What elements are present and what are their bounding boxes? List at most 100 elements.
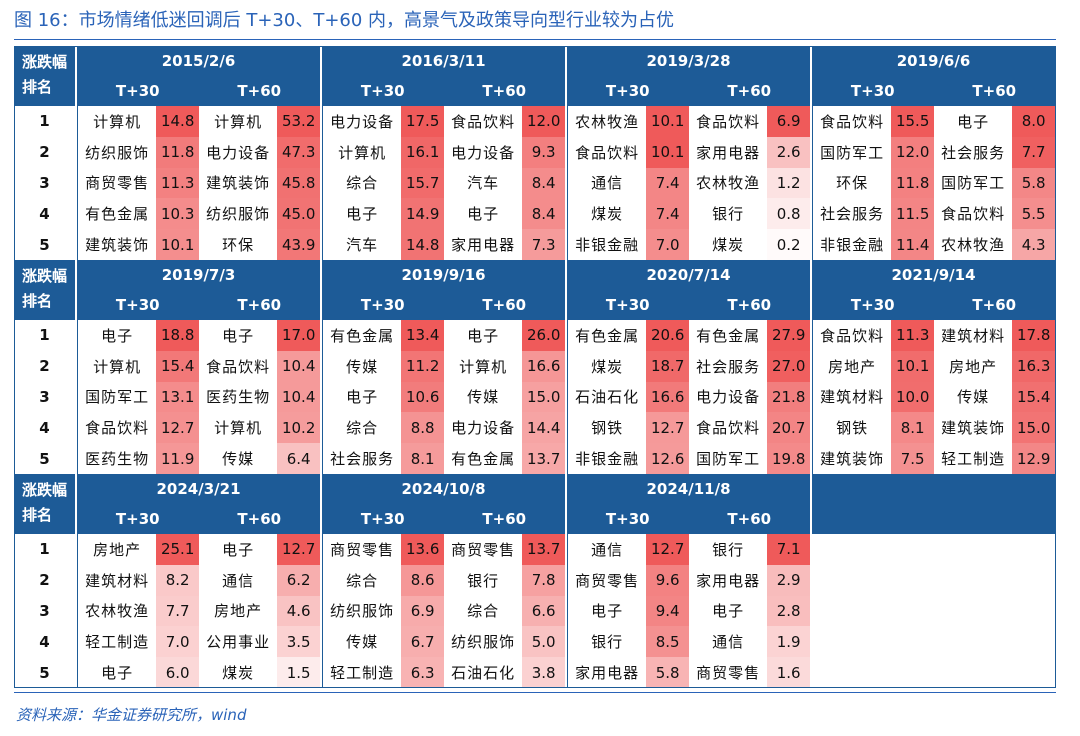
heat-cell: 11.3 — [891, 320, 934, 351]
industry-name: 商贸零售 — [451, 540, 516, 559]
block-body: 商贸零售 13.6 商贸零售 13.7 综合 8.6 银行 7.8 纺织服饰 6.9 综合 6.6 传媒… — [322, 534, 565, 688]
heat-cell: 10.1 — [646, 136, 689, 168]
block-date: 2021/9/14 — [812, 260, 1055, 290]
heat-cell: 20.7 — [767, 412, 810, 444]
block-body: 房地产 25.1 电子 12.7 建筑材料 8.2 通信 6.2 农林牧渔 7.7 房地产 4.6 轻工… — [77, 534, 320, 688]
date-block: 2019/7/3 T+30 T+60 电子 18.8 电子 17.0 计算机 15.4 食品饮料 1… — [75, 260, 320, 474]
heat-cell: 20.6 — [646, 320, 689, 351]
industry-name: 银行 — [467, 571, 500, 590]
table-row: 银行 8.5 通信 1.9 — [568, 626, 810, 658]
table-row: 商贸零售 13.6 商贸零售 13.7 — [323, 534, 565, 565]
rank-column: 涨跌幅 排名 1 2 3 4 5 — [14, 474, 75, 688]
date-block: 2016/3/11 T+30 T+60 电力设备 17.5 食品饮料 12.0 计算机 16.1… — [320, 46, 565, 260]
table-row: 建筑材料 10.0 传媒 15.4 — [813, 381, 1055, 413]
period-header: T+30 T+60 — [77, 504, 320, 534]
rank-number: 4 — [39, 204, 50, 223]
heat-cell: 5.0 — [522, 626, 565, 658]
heat-cell: 3.5 — [277, 626, 320, 658]
heat-cell: 16.6 — [522, 350, 565, 382]
heat-cell: 1.2 — [767, 167, 810, 199]
heat-cell: 3.8 — [522, 657, 565, 688]
industry-name: 银行 — [712, 205, 745, 224]
t60-header: T+60 — [482, 510, 527, 528]
heat-cell: 10.6 — [401, 381, 444, 413]
table-row: 电子 18.8 电子 17.0 — [78, 320, 320, 351]
industry-name: 社会服务 — [696, 357, 761, 376]
rank-header: 排名 — [14, 290, 75, 320]
rise-fall-header: 涨跌幅 — [14, 474, 75, 504]
table-row: 纺织服饰 11.8 电力设备 47.3 — [78, 136, 320, 168]
t60-header: T+60 — [727, 296, 772, 314]
table-row: 非银金融 7.0 煤炭 0.2 — [568, 229, 810, 260]
industry-name: 纺织服饰 — [451, 633, 516, 652]
empty-header-1 — [812, 474, 1055, 534]
heat-cell: 27.9 — [767, 320, 810, 351]
industry-name: 家用电器 — [696, 143, 761, 162]
industry-name: 钢铁 — [836, 419, 869, 438]
industry-name: 电子 — [222, 326, 255, 345]
heat-cell: 8.8 — [401, 412, 444, 444]
table-row: 电子 14.9 电子 8.4 — [323, 198, 565, 230]
industry-name: 环保 — [222, 236, 255, 255]
t60-header: T+60 — [482, 296, 527, 314]
heat-cell: 11.8 — [891, 167, 934, 199]
table-row: 电子 9.4 电子 2.8 — [568, 595, 810, 627]
block-body: 有色金属 13.4 电子 26.0 传媒 11.2 计算机 16.6 电子 10.6 传媒 15.0 综… — [322, 320, 565, 474]
industry-name: 食品饮料 — [575, 143, 640, 162]
block-body: 电力设备 17.5 食品饮料 12.0 计算机 16.1 电力设备 9.3 综合 15.7 汽车 8.… — [322, 106, 565, 260]
industry-name: 有色金属 — [451, 450, 516, 469]
industry-name: 银行 — [712, 540, 745, 559]
table-row: 煤炭 18.7 社会服务 27.0 — [568, 350, 810, 382]
heat-cell: 7.7 — [156, 595, 199, 627]
industry-name: 汽车 — [346, 236, 379, 255]
industry-name: 煤炭 — [591, 357, 624, 376]
table-row: 轻工制造 6.3 石油石化 3.8 — [323, 657, 565, 688]
industry-name: 电子 — [591, 602, 624, 621]
heat-cell: 2.6 — [767, 136, 810, 168]
heat-cell: 14.4 — [522, 412, 565, 444]
industry-name: 钢铁 — [591, 419, 624, 438]
heat-cell: 8.1 — [891, 412, 934, 444]
industry-name: 食品饮料 — [941, 205, 1006, 224]
table-row: 房地产 10.1 房地产 16.3 — [813, 350, 1055, 382]
industry-name: 国防军工 — [696, 450, 761, 469]
heat-cell: 2.8 — [767, 595, 810, 627]
table-row: 有色金属 20.6 有色金属 27.9 — [568, 320, 810, 351]
industry-name: 传媒 — [346, 633, 379, 652]
heat-cell: 6.7 — [401, 626, 444, 658]
bottom-rule — [14, 692, 1056, 693]
heat-cell: 45.0 — [277, 198, 320, 230]
industry-name: 电子 — [222, 540, 255, 559]
heat-cell: 4.6 — [277, 595, 320, 627]
heat-cell: 8.4 — [522, 198, 565, 230]
rank-number: 4 — [39, 632, 50, 651]
heat-cell: 14.8 — [156, 106, 199, 137]
t30-header: T+30 — [605, 296, 650, 314]
table-row: 家用电器 5.8 商贸零售 1.6 — [568, 657, 810, 688]
t60-header: T+60 — [727, 510, 772, 528]
heat-cell: 8.5 — [646, 626, 689, 658]
heat-cell: 15.0 — [522, 381, 565, 413]
heat-cell: 13.1 — [156, 381, 199, 413]
industry-name: 食品饮料 — [696, 112, 761, 131]
rank-number: 3 — [39, 173, 50, 192]
table-row: 非银金融 12.6 国防军工 19.8 — [568, 443, 810, 474]
heat-cell: 10.3 — [156, 198, 199, 230]
rank-body: 1 2 3 4 5 — [14, 320, 75, 474]
table-row: 国防军工 13.1 医药生物 10.4 — [78, 381, 320, 413]
table-row: 电力设备 17.5 食品饮料 12.0 — [323, 106, 565, 137]
heat-cell: 12.6 — [646, 443, 689, 474]
heat-cell: 13.6 — [401, 534, 444, 565]
heat-cell: 12.7 — [646, 534, 689, 565]
block-body: 计算机 14.8 计算机 53.2 纺织服饰 11.8 电力设备 47.3 商贸零售 11.3 建筑… — [77, 106, 320, 260]
rank-header: 排名 — [14, 76, 75, 106]
industry-name: 建筑材料 — [941, 326, 1006, 345]
table-row: 计算机 16.1 电力设备 9.3 — [323, 136, 565, 168]
heat-cell: 15.0 — [1012, 412, 1055, 444]
date-block: 2019/3/28 T+30 T+60 农林牧渔 10.1 食品饮料 6.9 食品饮料 10.1… — [565, 46, 810, 260]
industry-name: 医药生物 — [85, 450, 150, 469]
table-row: 传媒 6.7 纺织服饰 5.0 — [323, 626, 565, 658]
heat-cell: 8.6 — [401, 564, 444, 596]
date-block: 2021/9/14 T+30 T+60 食品饮料 11.3 建筑材料 17.8 房地产 10.1… — [810, 260, 1055, 474]
table-row: 计算机 14.8 计算机 53.2 — [78, 106, 320, 137]
